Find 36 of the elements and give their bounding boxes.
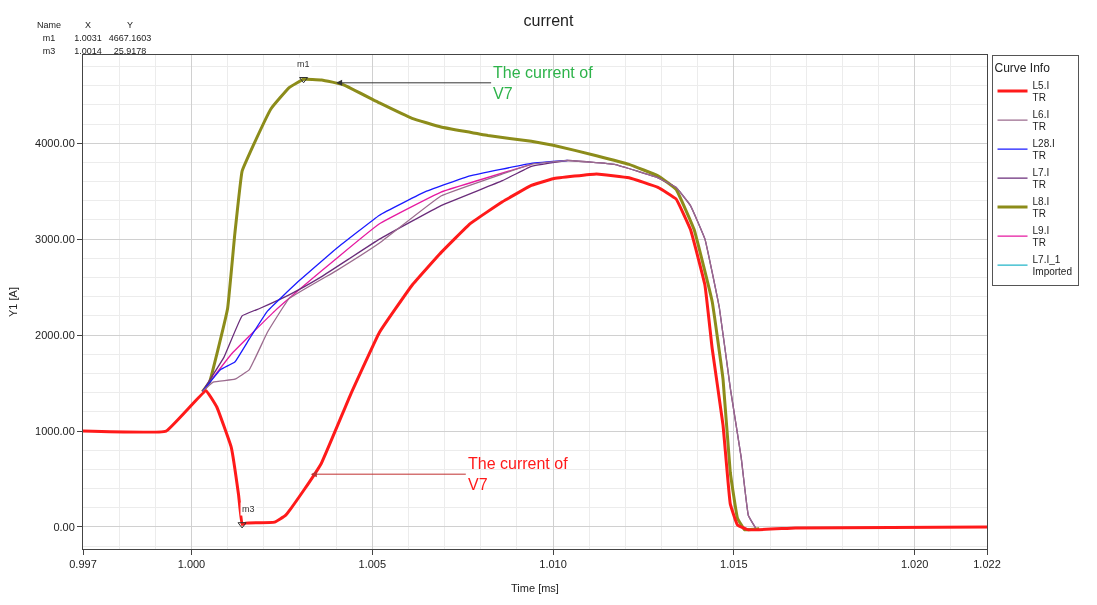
text: 4667.1603 bbox=[108, 32, 152, 43]
text: Name bbox=[36, 19, 62, 30]
text: m1 bbox=[42, 32, 56, 43]
annotation: The current of V7 bbox=[493, 64, 594, 102]
chart-title: current bbox=[523, 12, 574, 30]
text: Y bbox=[126, 19, 134, 30]
x-tick-label: 1.010 bbox=[539, 558, 567, 571]
annotation: m1 bbox=[297, 59, 310, 69]
y-tick-label: 1000.00 bbox=[35, 424, 75, 437]
text: m3 bbox=[42, 45, 56, 56]
x-tick-label: 1.015 bbox=[720, 558, 748, 571]
x-axis-title: Time [ms] bbox=[511, 582, 559, 595]
y-axis-title: Y1 [A] bbox=[6, 287, 19, 317]
legend-label: L6.I TR bbox=[1032, 108, 1050, 133]
text: X bbox=[84, 19, 92, 30]
legend-label: L5.I TR bbox=[1032, 79, 1050, 104]
legend-label: L8.I TR bbox=[1032, 195, 1050, 220]
x-tick-label: 1.005 bbox=[358, 558, 387, 571]
y-tick-label: 0.00 bbox=[53, 520, 75, 533]
x-tick-label: 0.997 bbox=[69, 558, 97, 571]
legend-title: Curve Info bbox=[994, 60, 1051, 75]
x-tick-label: 1.000 bbox=[177, 558, 206, 571]
text: 1.0031 bbox=[74, 32, 102, 43]
y-tick-label: 4000.00 bbox=[35, 137, 75, 150]
y-tick-label: 3000.00 bbox=[35, 233, 75, 246]
legend-label: L9.I TR bbox=[1032, 224, 1050, 249]
legend-label: L7.I_1 Imported bbox=[1032, 253, 1072, 278]
legend-label: L7.I TR bbox=[1032, 166, 1050, 191]
annotation: 1.0014 bbox=[74, 45, 102, 56]
annotation: The current of V7 bbox=[468, 455, 569, 493]
legend-label: L28.I TR bbox=[1032, 137, 1055, 162]
annotation: m3 bbox=[242, 504, 255, 514]
y-tick-label: 2000.00 bbox=[35, 328, 75, 341]
x-tick-label: 1.022 bbox=[973, 558, 1001, 571]
annotation: 25.9178 bbox=[113, 45, 147, 56]
x-tick-label: 1.020 bbox=[900, 558, 929, 571]
